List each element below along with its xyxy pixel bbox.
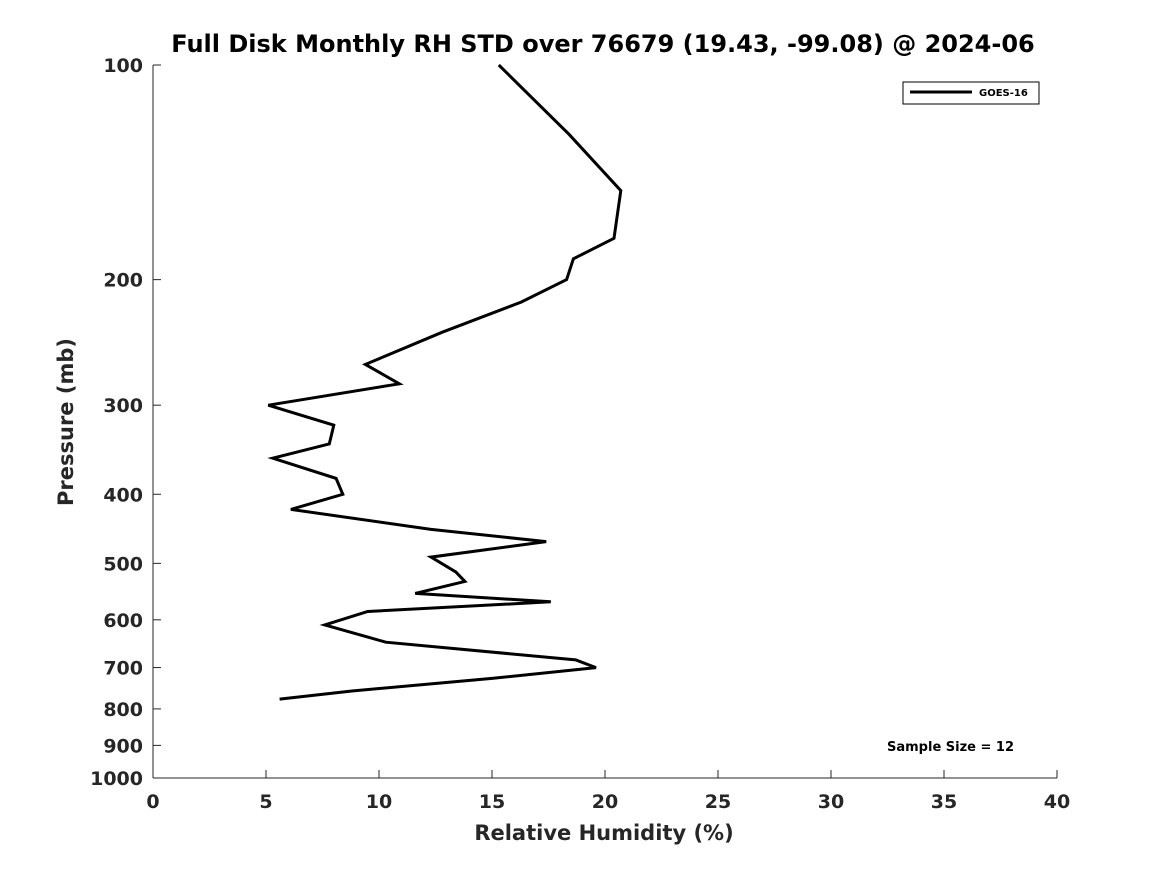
x-tick-label: 40 — [1044, 791, 1070, 813]
y-tick-label: 600 — [103, 610, 143, 632]
x-tick-label: 20 — [592, 791, 618, 813]
y-tick-label: 100 — [103, 55, 143, 77]
y-ticks: 100 200 300 400 500 600 700 800 900 1000 — [90, 55, 161, 790]
x-tick-label: 0 — [146, 791, 159, 813]
x-ticks: 0 5 10 15 20 25 30 35 40 — [146, 770, 1070, 813]
x-tick-label: 25 — [705, 791, 731, 813]
legend: GOES-16 — [902, 81, 1040, 105]
x-tick-label: 35 — [931, 791, 957, 813]
x-tick-label: 30 — [818, 791, 844, 813]
y-tick-label: 400 — [103, 484, 143, 506]
y-tick-label: 1000 — [90, 768, 143, 790]
y-tick-label: 900 — [103, 735, 143, 757]
y-tick-label: 200 — [103, 270, 143, 292]
series-line-goes-16 — [267, 63, 623, 701]
legend-label-goes-16: GOES-16 — [979, 88, 1028, 99]
chart-title: Full Disk Monthly RH STD over 76679 (19.… — [171, 30, 1034, 58]
x-tick-label: 10 — [366, 791, 392, 813]
x-tick-label: 15 — [479, 791, 505, 813]
sample-size-annotation: Sample Size = 12 — [887, 740, 1014, 755]
x-tick-label: 5 — [259, 791, 272, 813]
y-axis-label: Pressure (mb) — [54, 338, 78, 506]
x-axis-label: Relative Humidity (%) — [474, 821, 733, 845]
plot-area: 0 5 10 15 20 25 30 35 40 100 200 300 400 500 600 700 80… — [90, 55, 1070, 813]
y-tick-label: 800 — [103, 699, 143, 721]
y-tick-label: 300 — [103, 395, 143, 417]
y-tick-label: 700 — [103, 658, 143, 680]
y-tick-label: 500 — [103, 553, 143, 575]
series-group — [267, 63, 623, 701]
